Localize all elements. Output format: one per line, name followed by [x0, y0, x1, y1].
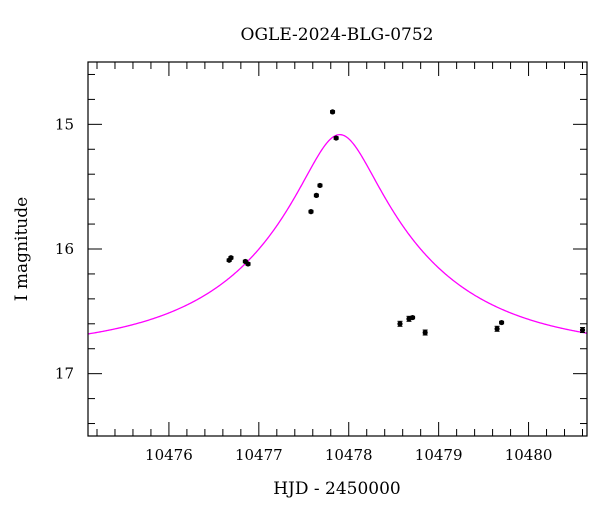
chart-title: OGLE-2024-BLG-0752	[241, 25, 434, 45]
data-points	[226, 109, 586, 336]
model-curve	[88, 133, 587, 335]
x-tick-label: 10478	[325, 446, 373, 464]
data-marker	[245, 261, 251, 267]
y-tick-label: 16	[55, 240, 74, 258]
x-axis-label: HJD - 2450000	[273, 479, 401, 499]
data-point	[313, 192, 319, 198]
data-point	[422, 329, 428, 336]
data-marker	[333, 135, 339, 141]
data-point	[397, 320, 403, 327]
plot-clip-group	[88, 133, 587, 335]
data-marker	[313, 192, 319, 198]
data-marker	[317, 182, 323, 189]
data-marker	[409, 314, 416, 321]
data-marker	[498, 319, 505, 326]
data-point	[498, 319, 505, 326]
data-marker	[494, 326, 500, 332]
data-marker	[329, 109, 336, 115]
data-point	[308, 209, 314, 215]
plot-frame	[87, 61, 588, 437]
data-point	[329, 109, 336, 115]
y-axis-label: I magnitude	[12, 197, 32, 301]
data-marker	[228, 255, 234, 261]
data-point	[494, 325, 500, 332]
tick-labels: 10476 10477 10478 10479 10480 15 16 17	[55, 115, 553, 464]
data-point	[333, 135, 339, 141]
data-point	[579, 327, 586, 334]
data-marker	[422, 329, 428, 336]
data-marker	[397, 321, 403, 327]
x-tick-label: 10479	[415, 446, 463, 464]
data-point	[317, 182, 323, 189]
data-marker	[579, 327, 586, 333]
data-point	[228, 255, 234, 261]
x-tick-label: 10476	[145, 446, 193, 464]
y-tick-label: 15	[55, 115, 74, 133]
data-point	[409, 314, 416, 321]
data-marker	[308, 209, 314, 215]
x-tick-label: 10480	[505, 446, 553, 464]
axis-ticks	[88, 62, 587, 436]
y-tick-label: 17	[55, 365, 74, 383]
x-tick-label: 10477	[235, 446, 283, 464]
data-point	[245, 261, 251, 267]
